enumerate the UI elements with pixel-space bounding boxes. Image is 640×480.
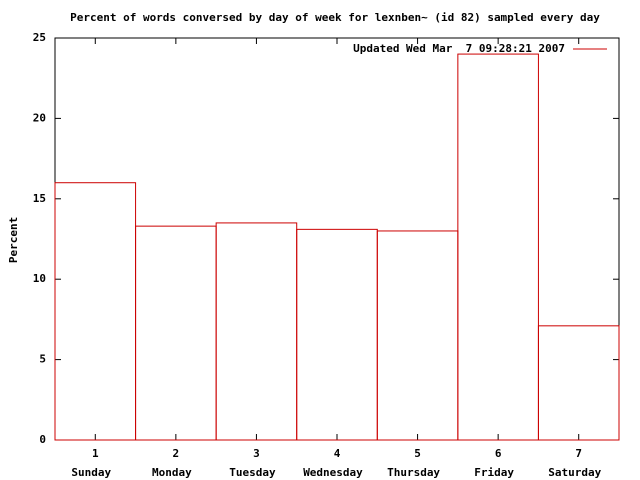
y-tick-label: 20 bbox=[33, 111, 46, 124]
x-tick-label: 7 bbox=[575, 447, 582, 460]
y-tick-label: 10 bbox=[33, 272, 46, 285]
x-tick-label: 3 bbox=[253, 447, 260, 460]
plot-frame bbox=[54, 37, 620, 441]
bar bbox=[215, 222, 298, 441]
y-tick-label: 5 bbox=[39, 353, 46, 366]
chart-title: Percent of words conversed by day of wee… bbox=[70, 11, 600, 24]
x-tick-label: 2 bbox=[173, 447, 180, 460]
bar bbox=[376, 230, 459, 441]
bar bbox=[296, 228, 378, 441]
x-tick-label: 4 bbox=[334, 447, 341, 460]
x-tick-label: 5 bbox=[414, 447, 421, 460]
category-label: Monday bbox=[152, 466, 192, 479]
bar bbox=[457, 53, 539, 441]
x-tick-label: 1 bbox=[92, 447, 99, 460]
category-label: Sunday bbox=[71, 466, 111, 479]
category-label: Wednesday bbox=[303, 466, 363, 479]
category-label: Friday bbox=[474, 466, 514, 479]
category-label: Saturday bbox=[548, 466, 601, 479]
y-tick-label: 25 bbox=[33, 31, 46, 44]
bar bbox=[537, 325, 620, 441]
legend-label: Updated Wed Mar 7 09:28:21 2007 bbox=[353, 42, 565, 55]
bar bbox=[135, 225, 217, 441]
y-tick-label: 15 bbox=[33, 192, 46, 205]
y-axis-label: Percent bbox=[7, 217, 20, 263]
x-tick-label: 6 bbox=[495, 447, 502, 460]
category-label: Tuesday bbox=[229, 466, 276, 479]
bar bbox=[54, 182, 137, 441]
y-tick-label: 0 bbox=[39, 433, 46, 446]
category-label: Thursday bbox=[387, 466, 440, 479]
